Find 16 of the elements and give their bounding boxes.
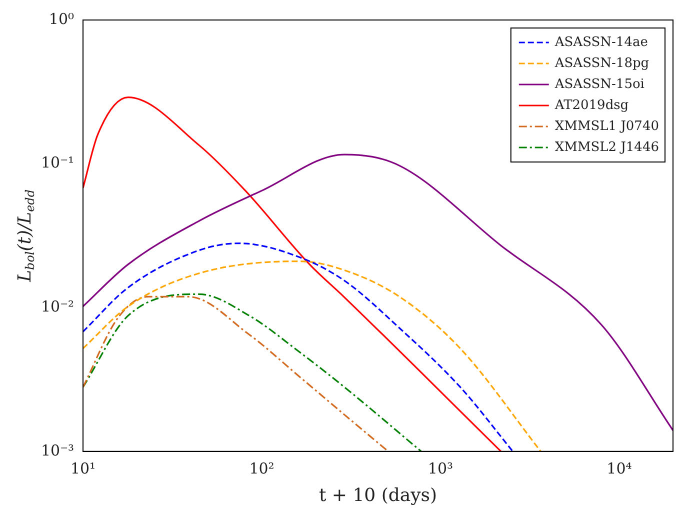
x-axis-title: t + 10 (days) [318,484,438,506]
y-tick-label: 10⁻¹ [40,154,74,172]
x-tick-label: 10¹ [70,459,96,478]
y-tick-label: 10⁰ [48,10,74,28]
y-tick-label: 10⁻² [40,297,74,316]
legend-label: XMMSL2 J1446 [554,140,660,155]
x-tick-label: 10² [249,459,274,478]
legend-label: AT2019dsg [554,98,629,113]
x-tick-label: 10³ [428,459,454,478]
x-tick-label: 10⁴ [606,459,632,478]
y-axis-title: Lbol(t)/Ledd [14,189,38,283]
legend-label: ASASSN-15oi [554,76,644,92]
legend-label: ASASSN-18pg [554,56,650,71]
legend-label: XMMSL1 J0740 [554,118,660,134]
y-tick-label: 10⁻³ [40,441,74,460]
legend-label: ASASSN-14ae [554,34,648,50]
